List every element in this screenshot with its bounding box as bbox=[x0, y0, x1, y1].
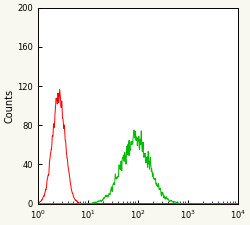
Y-axis label: Counts: Counts bbox=[4, 89, 14, 123]
